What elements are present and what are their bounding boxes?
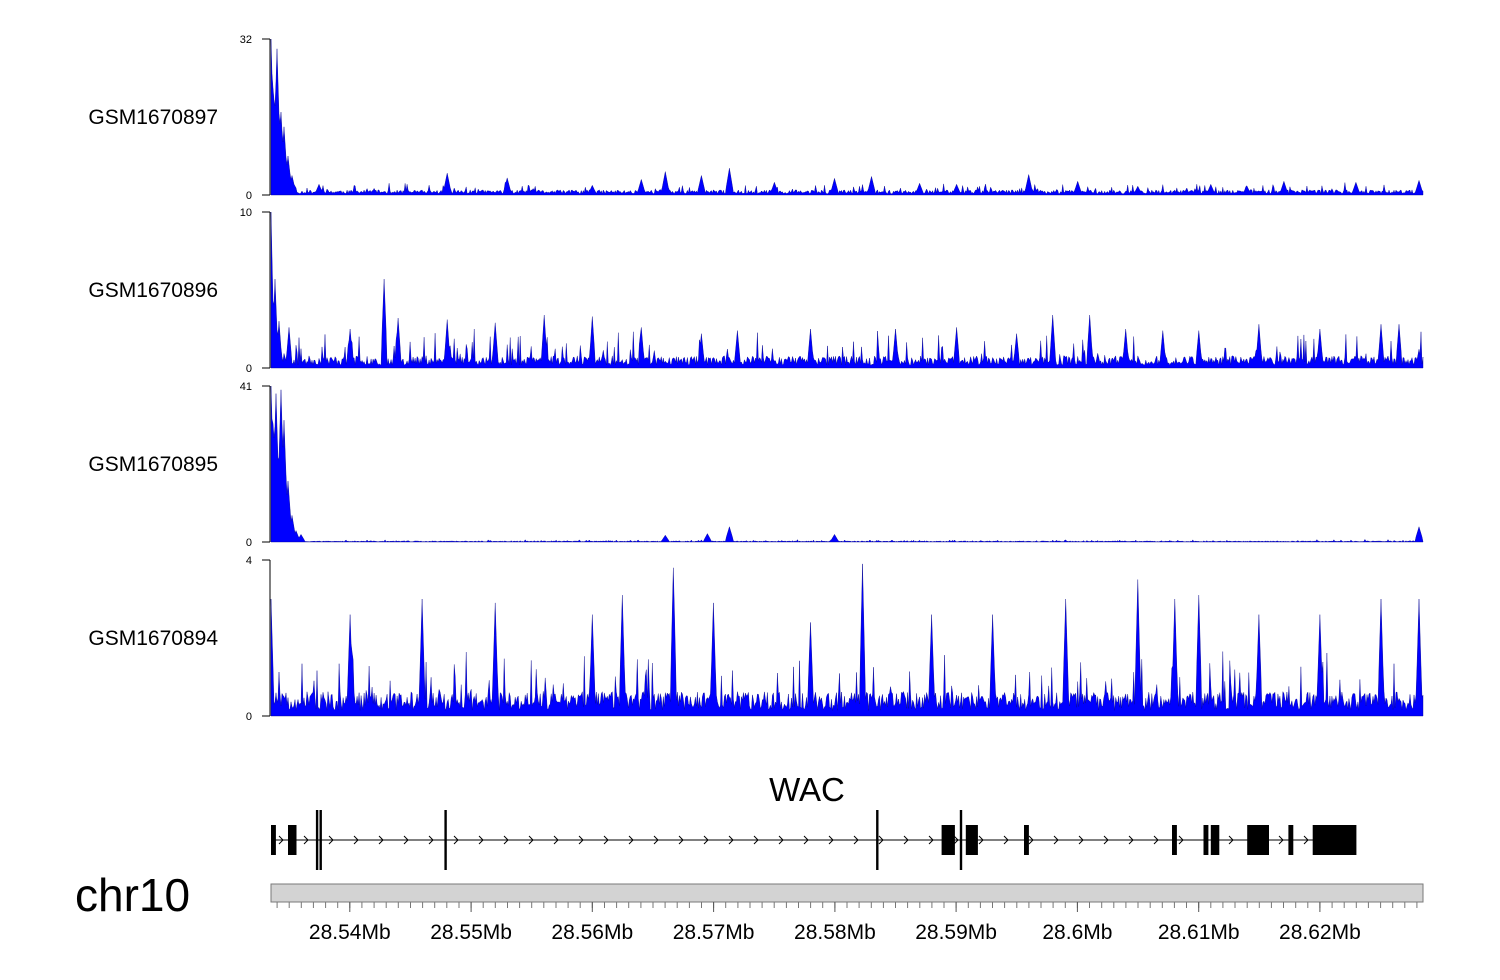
x-tick-label: 28.6Mb <box>1042 921 1112 944</box>
strand-arrow <box>653 835 659 845</box>
gene-name-label: WAC <box>769 771 845 808</box>
strand-arrow <box>853 835 859 845</box>
y-tick-label-min: 0 <box>246 711 252 723</box>
strand-arrow <box>1103 835 1109 845</box>
strand-arrow <box>528 835 534 845</box>
chromosome-axis: chr10 28.54Mb 28.55Mb 28.56Mb 28.57Mb 28.58M… <box>75 869 1424 944</box>
strand-arrow <box>553 835 559 845</box>
track-label: GSM1670896 <box>88 279 218 302</box>
strand-arrow <box>928 835 934 845</box>
major-ticks: 28.54Mb 28.55Mb 28.56Mb 28.57Mb 28.58Mb 28.59… <box>309 902 1361 944</box>
chromosome-label: chr10 <box>75 869 190 921</box>
strand-arrow <box>628 835 634 845</box>
coverage-area <box>270 385 1424 543</box>
track-GSM1670895: GSM1670895 41 0 <box>88 381 1424 549</box>
track-label: GSM1670894 <box>88 627 218 650</box>
strand-arrow <box>378 835 384 845</box>
x-tick-label: 28.62Mb <box>1279 921 1361 944</box>
track-label: GSM1670897 <box>88 106 218 129</box>
strand-arrow <box>678 835 684 845</box>
strand-arrow <box>828 835 834 845</box>
exon <box>315 810 319 870</box>
y-tick-label-min: 0 <box>246 190 252 202</box>
strand-arrow <box>1303 835 1309 845</box>
track-GSM1670894: GSM1670894 4 0 <box>88 555 1424 723</box>
exon <box>1288 825 1294 855</box>
coverage-area <box>270 563 1424 717</box>
strand-arrow <box>453 835 459 845</box>
coverage-tracks: GSM1670897320GSM1670896100GSM1670895410G… <box>88 34 1424 723</box>
exon <box>941 825 955 855</box>
x-tick-label: 28.57Mb <box>673 921 755 944</box>
y-tick-label-max: 4 <box>246 555 252 567</box>
x-tick-label: 28.61Mb <box>1158 921 1240 944</box>
y-tick-label-min: 0 <box>246 537 252 549</box>
exon <box>288 825 297 855</box>
strand-arrow <box>303 835 309 845</box>
strand-arrow <box>953 835 959 845</box>
y-tick-label-max: 41 <box>240 381 252 393</box>
strand-arrow <box>703 835 709 845</box>
exon <box>319 810 322 870</box>
strand-arrow <box>428 835 434 845</box>
coverage-area <box>270 38 1424 196</box>
strand-arrow <box>353 835 359 845</box>
y-tick-label-max: 32 <box>240 34 252 46</box>
strand-arrow <box>778 835 784 845</box>
strand-arrow <box>728 835 734 845</box>
exon <box>965 825 978 855</box>
strand-arrow <box>1228 835 1234 845</box>
gene-exons <box>271 810 1357 870</box>
x-tick-label: 28.55Mb <box>430 921 512 944</box>
exon <box>1312 825 1357 855</box>
exon <box>876 810 879 870</box>
strand-arrow <box>578 835 584 845</box>
strand-arrow <box>603 835 609 845</box>
coverage-area <box>270 211 1424 369</box>
strand-arrow <box>978 835 984 845</box>
strand-arrow <box>903 835 909 845</box>
track-GSM1670896: GSM1670896 10 0 <box>88 207 1424 375</box>
strand-arrow <box>1053 835 1059 845</box>
strand-arrow <box>478 835 484 845</box>
strand-arrow <box>753 835 759 845</box>
exon <box>1247 825 1269 855</box>
y-tick-label-min: 0 <box>246 363 252 375</box>
exon <box>444 810 447 870</box>
y-tick-label-max: 10 <box>240 207 252 219</box>
strand-arrow <box>1178 835 1184 845</box>
strand-arrow <box>1128 835 1134 845</box>
strand-arrow <box>1003 835 1009 845</box>
strand-arrow <box>1078 835 1084 845</box>
minor-ticks <box>276 902 1418 908</box>
exon <box>959 810 963 870</box>
exon <box>1024 825 1029 855</box>
exon <box>271 825 276 855</box>
track-label: GSM1670895 <box>88 453 218 476</box>
x-tick-label: 28.58Mb <box>794 921 876 944</box>
strand-arrow <box>403 835 409 845</box>
strand-arrow <box>803 835 809 845</box>
x-tick-label: 28.56Mb <box>551 921 633 944</box>
track-GSM1670897: GSM1670897 32 0 <box>88 34 1424 202</box>
x-tick-label: 28.54Mb <box>309 921 391 944</box>
gene-track: WAC <box>271 771 1357 870</box>
strand-arrow <box>1028 835 1034 845</box>
strand-arrow <box>278 835 284 845</box>
strand-arrow <box>878 835 884 845</box>
strand-arrow <box>1153 835 1159 845</box>
strand-arrow <box>1278 835 1284 845</box>
strand-arrow <box>328 835 334 845</box>
strand-arrow <box>503 835 509 845</box>
exon <box>1210 825 1220 855</box>
x-tick-label: 28.59Mb <box>915 921 997 944</box>
exon <box>1172 825 1177 855</box>
chromosome-ideogram-bar <box>270 883 1424 903</box>
exon <box>1203 825 1209 855</box>
